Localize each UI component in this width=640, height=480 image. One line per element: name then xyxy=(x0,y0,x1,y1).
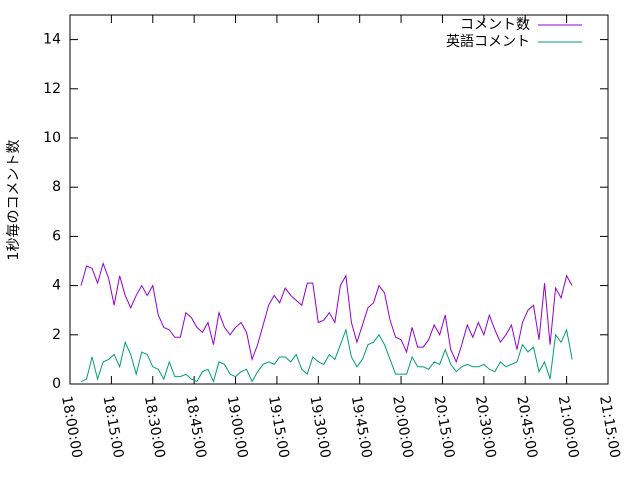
x-tick-label: 18:00:00 xyxy=(58,395,85,460)
y-tick-label: 14 xyxy=(43,32,61,48)
x-tick-label: 19:15:00 xyxy=(265,395,292,460)
plot-frame xyxy=(69,14,609,385)
series-line xyxy=(80,261,573,364)
x-tick-label: 21:15:00 xyxy=(596,395,623,460)
legend-label: 英語コメント xyxy=(446,33,530,50)
series-line xyxy=(80,328,573,384)
x-tick-label: 19:30:00 xyxy=(306,395,333,460)
x-tick-label: 20:45:00 xyxy=(513,395,540,460)
y-tick-label: 4 xyxy=(52,278,61,294)
y-axis-label: 1秒毎のコメント数 xyxy=(6,140,22,261)
x-tick-label: 21:00:00 xyxy=(555,395,582,460)
x-tick-label: 20:00:00 xyxy=(389,395,416,460)
x-tick-label: 19:00:00 xyxy=(224,395,251,460)
y-tick-label: 10 xyxy=(43,130,61,146)
x-tick-label: 18:15:00 xyxy=(100,395,127,460)
x-tick-label: 20:15:00 xyxy=(431,395,458,460)
legend-label: コメント数 xyxy=(460,17,530,33)
y-tick-label: 6 xyxy=(52,228,61,244)
x-tick-label: 19:45:00 xyxy=(348,395,375,460)
y-tick-label: 2 xyxy=(52,327,61,343)
y-tick-label: 8 xyxy=(52,179,61,195)
x-tick-label: 18:45:00 xyxy=(182,395,209,460)
y-tick-label: 12 xyxy=(43,81,61,97)
x-tick-label: 20:30:00 xyxy=(472,395,499,460)
x-tick-label: 18:30:00 xyxy=(141,395,168,460)
y-tick-label: 0 xyxy=(52,376,61,392)
